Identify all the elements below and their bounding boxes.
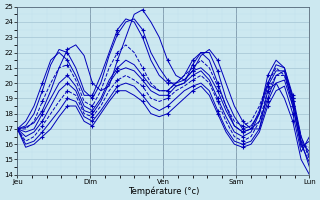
X-axis label: Température (°c): Température (°c)	[128, 186, 199, 196]
